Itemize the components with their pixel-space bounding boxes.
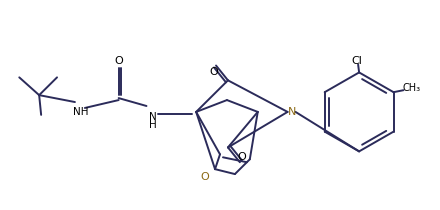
Text: H: H xyxy=(149,120,156,130)
Text: O: O xyxy=(238,152,246,162)
Text: N: N xyxy=(149,112,156,122)
Text: O: O xyxy=(201,172,209,182)
Text: O: O xyxy=(114,56,123,66)
Text: O: O xyxy=(210,67,218,77)
Text: CH₃: CH₃ xyxy=(402,83,421,93)
Text: N: N xyxy=(288,107,297,117)
Text: NH: NH xyxy=(73,107,88,117)
Text: Cl: Cl xyxy=(352,56,363,66)
